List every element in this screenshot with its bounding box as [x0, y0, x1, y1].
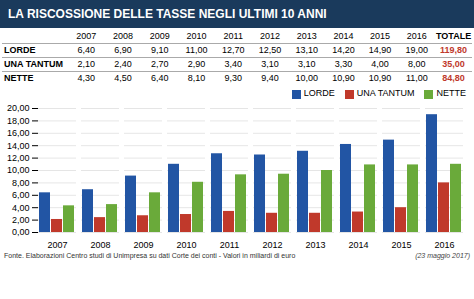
svg-text:14,00: 14,00	[7, 141, 30, 151]
svg-text:2014: 2014	[348, 240, 368, 250]
html-text:2011: 2011	[223, 31, 243, 41]
html-text:10,90: 10,90	[368, 73, 392, 83]
html-text:13,10: 13,10	[295, 45, 318, 55]
html-text:2008: 2008	[113, 31, 134, 41]
svg-text:2016: 2016	[434, 240, 454, 250]
html-text:UNA TANTUM: UNA TANTUM	[4, 59, 63, 69]
svg-text:12,00: 12,00	[7, 153, 30, 163]
html-text:12,70: 12,70	[222, 45, 245, 55]
html-text:2015: 2015	[370, 31, 391, 41]
html-text:NETTE: NETTE	[4, 73, 34, 83]
html-text:4,50: 4,50	[114, 73, 132, 83]
html-text:6,40: 6,40	[151, 73, 169, 83]
svg-text:20,00: 20,00	[7, 103, 30, 113]
html-text:2,10: 2,10	[77, 59, 96, 69]
svg-text:18,00: 18,00	[7, 116, 30, 126]
html-text:19,00: 19,00	[405, 45, 429, 55]
svg-text:2011: 2011	[220, 240, 239, 250]
html-text:14,20: 14,20	[332, 45, 355, 55]
svg-text:10,00: 10,00	[7, 165, 30, 175]
html-text:LA RISCOSSIONE DELLE TASSE NEG: LA RISCOSSIONE DELLE TASSE NEGLI ULTIMI …	[8, 7, 327, 21]
html-text:TOTALE: TOTALE	[436, 31, 472, 41]
svg-text:0,00: 0,00	[12, 227, 30, 237]
html-text:11,00: 11,00	[185, 45, 208, 55]
html-text:11,00: 11,00	[405, 73, 428, 83]
html-text:NETTE: NETTE	[436, 88, 466, 99]
svg-text:2,00: 2,00	[12, 215, 30, 225]
html-text:2007: 2007	[76, 31, 97, 41]
html-text:14,90: 14,90	[368, 45, 392, 55]
html-text:LORDE: LORDE	[4, 45, 36, 55]
svg-text:2015: 2015	[391, 240, 411, 250]
html-text:2012: 2012	[259, 31, 280, 41]
html-text:4,00: 4,00	[371, 59, 389, 69]
svg-text:2009: 2009	[133, 240, 153, 250]
svg-text:8,00: 8,00	[12, 178, 30, 188]
html-text:2,40: 2,40	[114, 59, 132, 69]
html-text:LORDE: LORDE	[303, 88, 335, 99]
html-text:3,10: 3,10	[261, 59, 279, 69]
html-text:3,30: 3,30	[334, 59, 353, 69]
html-text:8,10: 8,10	[187, 73, 206, 83]
html-text:6,40: 6,40	[77, 45, 96, 55]
html-text:4,30: 4,30	[77, 73, 96, 83]
html-text:3,10: 3,10	[297, 59, 316, 69]
html-text:3,40: 3,40	[224, 59, 242, 69]
svg-text:16,00: 16,00	[7, 128, 30, 138]
html-text:10,00: 10,00	[295, 73, 318, 83]
html-text:12,50: 12,50	[258, 45, 282, 55]
html-text:2010: 2010	[186, 31, 207, 41]
html-text:2014: 2014	[333, 31, 354, 41]
svg-text:2007: 2007	[47, 240, 67, 250]
html-text:9,30: 9,30	[224, 73, 242, 83]
html-text:2,90: 2,90	[187, 59, 206, 69]
html-text:35,00: 35,00	[442, 59, 465, 69]
svg-text:2013: 2013	[305, 240, 325, 250]
svg-text:2010: 2010	[176, 240, 196, 250]
html-text:2016: 2016	[406, 31, 427, 41]
html-text:10,90: 10,90	[332, 73, 355, 83]
html-text:UNA TANTUM: UNA TANTUM	[356, 88, 415, 99]
html-text:119,80: 119,80	[440, 45, 468, 55]
svg-text:4,00: 4,00	[12, 203, 30, 213]
html-text:8,00: 8,00	[408, 59, 426, 69]
html-text:84,80: 84,80	[442, 73, 465, 83]
html-text:2009: 2009	[149, 31, 170, 41]
html-text:2,70: 2,70	[151, 59, 169, 69]
html-text:6,90: 6,90	[114, 45, 132, 55]
svg-text:6,00: 6,00	[12, 190, 30, 200]
svg-text:2008: 2008	[90, 240, 110, 250]
html-text:(23 maggio 2017): (23 maggio 2017)	[415, 252, 470, 259]
html-text:9,10: 9,10	[151, 45, 169, 55]
html-text:Fonte. Elaborazioni Centro stu: Fonte. Elaborazioni Centro studi di Unim…	[4, 252, 296, 259]
html-text:9,40: 9,40	[261, 73, 279, 83]
html-text:2013: 2013	[296, 31, 317, 41]
svg-text:2012: 2012	[262, 240, 282, 250]
